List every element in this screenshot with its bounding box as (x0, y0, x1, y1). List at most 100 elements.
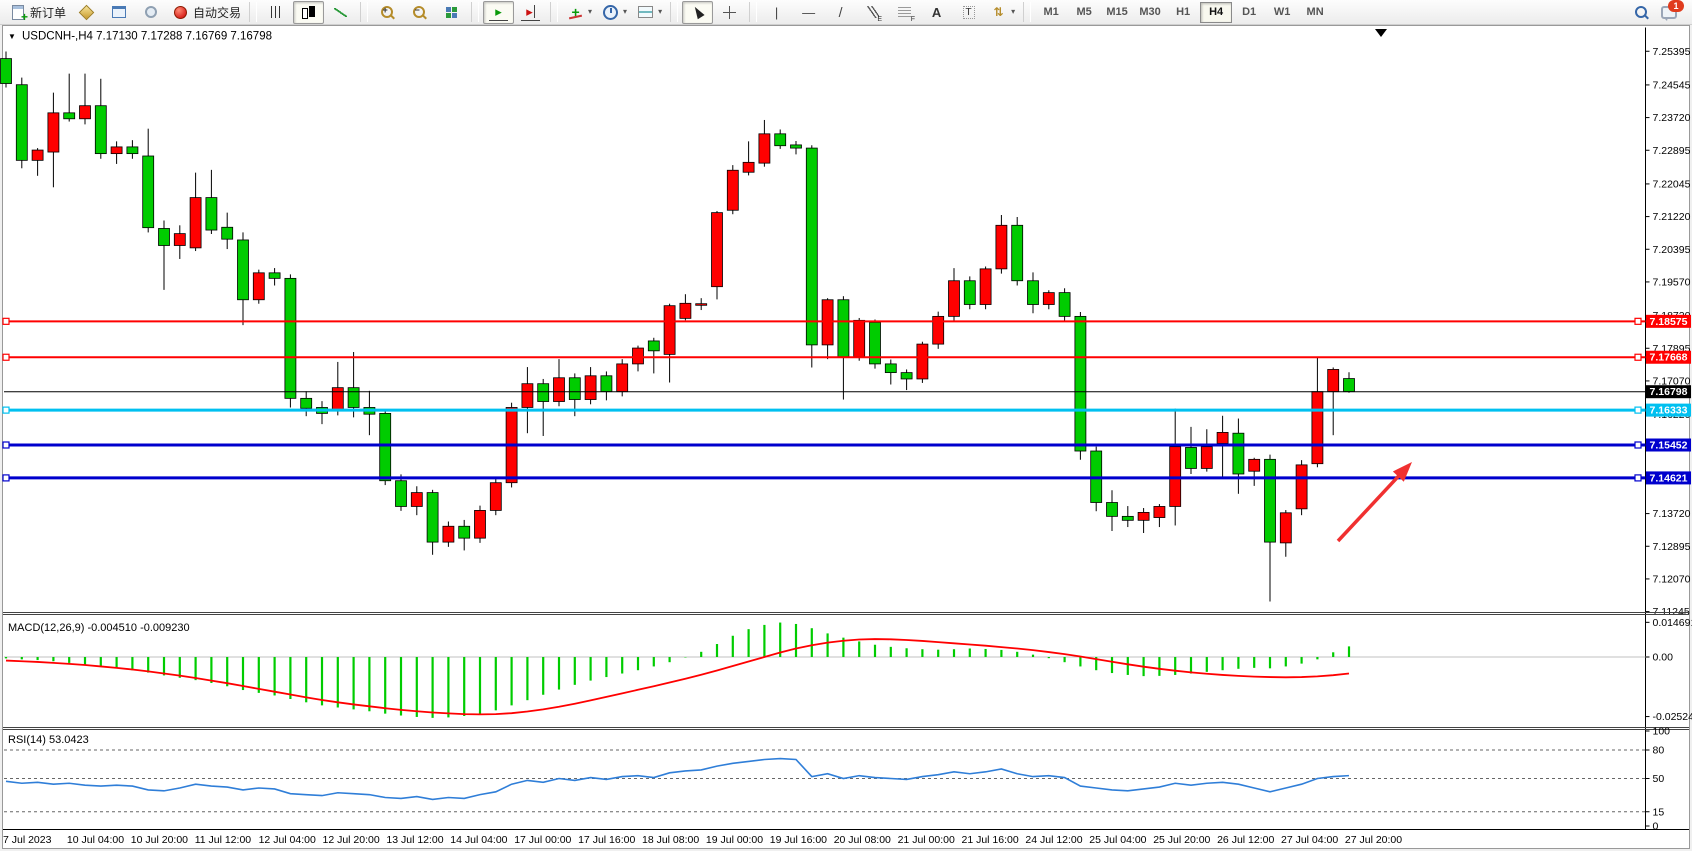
notification-badge: 1 (1668, 0, 1684, 12)
candle (616, 363, 629, 393)
candle (774, 133, 787, 147)
line-handle[interactable] (1634, 474, 1642, 482)
chevron-down-icon[interactable]: ▾ (588, 7, 593, 16)
timeframe-d1-button[interactable]: D1 (1242, 6, 1257, 18)
candle (1232, 432, 1245, 475)
timeframe-m5-button[interactable]: M5 (1076, 6, 1092, 18)
timeframe-w1-button[interactable]: W1 (1273, 6, 1291, 18)
line-handle[interactable] (2, 406, 10, 414)
svg-text:0: 0 (1653, 821, 1659, 833)
candlestick-chart-button[interactable] (293, 0, 325, 24)
candle (758, 133, 771, 164)
candle (790, 144, 802, 149)
timeframe-h4-button[interactable]: H4 (1200, 1, 1233, 23)
candle (647, 340, 660, 352)
macd-label: MACD(12,26,9) -0.004510 -0.009230 (8, 622, 190, 634)
time-axis-label: 27 Jul 20:00 (1345, 834, 1402, 846)
auto-scroll-button[interactable] (483, 0, 515, 24)
candle (268, 272, 281, 279)
indicators-button[interactable]: ▾ (562, 1, 596, 24)
candle (884, 363, 897, 374)
time-axis-label: 12 Jul 20:00 (323, 834, 380, 846)
candle (426, 492, 439, 543)
chevron-down-icon[interactable]: ▾ (623, 7, 628, 16)
time-axis-label: 20 Jul 08:00 (834, 834, 891, 846)
arrow-annotation[interactable] (1336, 462, 1412, 543)
svg-text:7.13720: 7.13720 (1653, 508, 1691, 520)
candles-icon (299, 4, 318, 21)
chevron-down-icon[interactable]: ▾ (658, 7, 663, 16)
candle (900, 372, 913, 380)
line-handle[interactable] (1634, 441, 1642, 449)
search-icon[interactable] (1632, 4, 1651, 21)
zoom-out-button[interactable]: − (404, 1, 435, 24)
time-axis-label: 26 Jul 12:00 (1217, 834, 1274, 846)
chart-frame (2, 25, 1690, 849)
time-axis[interactable]: 7 Jul 2023 10 Jul 04:00 10 Jul 20:00 11 Jul… (3, 834, 1402, 846)
candle (489, 482, 502, 511)
line-handle[interactable] (2, 441, 10, 449)
svg-text:7.21220: 7.21220 (1653, 211, 1691, 223)
chat-icon[interactable]: 1 (1659, 0, 1684, 21)
candle (805, 147, 818, 346)
candle (126, 146, 139, 155)
autotrade-button[interactable]: 自动交易 (167, 1, 245, 24)
chart-shift-marker[interactable] (1375, 29, 1387, 37)
timeframe-h1-button[interactable]: H1 (1176, 6, 1191, 18)
autoscroll-icon (489, 3, 509, 21)
chart-title: USDCNH-,H4 7.17130 7.17288 7.16769 7.167… (22, 31, 272, 43)
timeframe-m30-button[interactable]: M30 (1139, 6, 1161, 18)
line-handle[interactable] (2, 474, 10, 482)
equidistant-channel-button[interactable] (857, 1, 888, 24)
time-axis-label: 19 Jul 00:00 (706, 834, 763, 846)
arrows-button[interactable]: ▾ (985, 1, 1019, 24)
cursor-button[interactable] (682, 0, 714, 24)
timeframe-mn-button[interactable]: MN (1306, 6, 1324, 18)
one-click-trading-toggle[interactable]: ▼ (8, 32, 16, 41)
line-handle[interactable] (1634, 353, 1642, 361)
channel-icon (863, 4, 882, 23)
candle (1058, 292, 1071, 317)
time-axis-label: 25 Jul 04:00 (1089, 834, 1146, 846)
candle (1264, 458, 1276, 543)
periods-button[interactable]: ▾ (597, 1, 631, 24)
line-handle[interactable] (2, 317, 10, 325)
svg-text:100: 100 (1653, 726, 1671, 738)
rsi-line (5, 757, 1350, 801)
time-axis-label: 21 Jul 00:00 (898, 834, 955, 846)
line-handle[interactable] (1634, 317, 1642, 325)
new-order-button[interactable]: 新订单 (4, 1, 70, 24)
svg-text:0.014691: 0.014691 (1653, 617, 1692, 629)
zoom-in-button[interactable]: + (372, 1, 403, 24)
chevron-down-icon[interactable]: ▾ (1011, 7, 1016, 16)
templates-button[interactable]: ▾ (632, 1, 666, 24)
line-handle[interactable] (2, 353, 10, 361)
candle (932, 315, 945, 345)
time-axis-label: 21 Jul 16:00 (962, 834, 1019, 846)
candle (237, 239, 249, 301)
candle (1248, 458, 1261, 472)
svg-text:7.25395: 7.25395 (1653, 46, 1691, 58)
time-axis-label: 17 Jul 00:00 (514, 834, 571, 846)
fibonacci-button[interactable] (889, 1, 920, 24)
toolbar-separator (749, 2, 758, 22)
timeframe-m15-button[interactable]: M15 (1106, 6, 1128, 18)
candle (205, 197, 218, 231)
candle (1011, 224, 1024, 282)
time-axis-label: 27 Jul 04:00 (1281, 834, 1338, 846)
candle (1042, 292, 1055, 305)
timeframe-m1-button[interactable]: M1 (1043, 6, 1059, 18)
candle (31, 149, 44, 161)
chart-shift-button[interactable] (515, 1, 546, 24)
zoomout-icon: − (410, 4, 429, 21)
time-axis-label: 25 Jul 20:00 (1153, 834, 1210, 846)
price-badge-label: 7.18575 (1650, 316, 1688, 328)
price-badge (1646, 403, 1691, 417)
candle (948, 280, 960, 317)
candle (63, 112, 76, 120)
candle (347, 387, 360, 408)
candle (442, 525, 455, 543)
line-handle[interactable] (1634, 406, 1642, 414)
